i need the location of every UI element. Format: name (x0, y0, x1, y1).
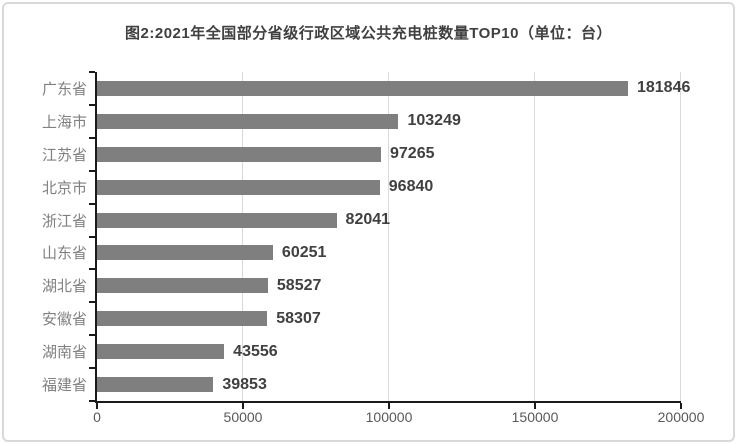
bar-row: 江苏省 97265 (42, 138, 681, 171)
category-label: 福建省 (41, 377, 87, 395)
bar (97, 80, 628, 96)
y-axis-tick (89, 400, 95, 402)
x-axis-tick-label: 100000 (365, 409, 413, 425)
x-axis-tick (96, 403, 98, 409)
category-label: 上海市 (41, 113, 87, 131)
category-label: 广东省 (41, 80, 87, 98)
value-label: 58527 (276, 276, 322, 294)
category-label: 湖北省 (41, 278, 87, 296)
x-axis-tick-label: 200000 (657, 409, 705, 425)
bar-row: 山东省 60251 (42, 237, 681, 270)
value-label: 103249 (407, 112, 461, 130)
bar (97, 377, 214, 393)
bar (97, 344, 225, 360)
bar-row: 北京市 96840 (42, 171, 681, 204)
x-axis-tick (242, 403, 244, 409)
bar (97, 179, 380, 195)
category-label: 浙江省 (41, 212, 87, 230)
y-axis-tick (89, 103, 95, 106)
y-axis-tick (89, 71, 95, 73)
category-label: 山东省 (41, 245, 87, 263)
y-axis-tick (89, 202, 95, 205)
y-axis-tick (89, 334, 95, 337)
x-axis-tick (534, 403, 536, 409)
bar (97, 311, 268, 327)
gridline-50000 (242, 72, 243, 401)
gridline-150000 (534, 72, 535, 401)
chart-title: 图2:2021年全国部分省级行政区域公共充电桩数量TOP10（单位：台） (125, 25, 612, 42)
value-label: 60251 (281, 243, 327, 261)
bar (97, 146, 381, 162)
bar-row: 福建省 39853 (42, 368, 681, 401)
bar (97, 212, 337, 228)
bar (97, 113, 399, 129)
value-label: 43556 (233, 342, 278, 360)
y-axis-tick (89, 268, 95, 271)
category-label: 湖南省 (41, 344, 87, 362)
bar (97, 245, 273, 261)
y-axis-tick (89, 136, 95, 139)
bar-row: 广东省 181846 (42, 72, 690, 105)
x-axis-tick (388, 403, 390, 409)
x-axis-tick-label: 50000 (223, 409, 263, 425)
bar-row: 上海市 103249 (42, 105, 681, 138)
x-axis-tick-label: 150000 (511, 409, 559, 425)
x-axis-tick (680, 403, 682, 409)
plot-area: 广东省 181846 上海市 103249 江苏省 97265 北京市 96840 浙江省 820… (42, 71, 704, 425)
y-axis-tick (89, 235, 95, 238)
bar-row: 湖南省 43556 (42, 335, 681, 368)
gridline-100000 (388, 72, 389, 401)
bar-row: 安徽省 58307 (42, 302, 681, 335)
category-label: 江苏省 (41, 146, 87, 164)
bar-row: 浙江省 82041 (42, 204, 681, 237)
value-label: 96840 (388, 178, 434, 196)
value-label: 82041 (345, 211, 391, 229)
x-axis-tick-label: 0 (93, 409, 101, 425)
value-label: 58307 (276, 309, 321, 327)
value-label: 181846 (636, 79, 691, 97)
y-axis-tick (89, 367, 95, 370)
y-axis-tick (89, 169, 95, 172)
y-axis-tick (89, 301, 95, 304)
bar-row: 湖北省 58527 (42, 269, 681, 302)
category-label: 北京市 (41, 179, 87, 197)
bar (97, 278, 268, 294)
value-label: 97265 (390, 145, 435, 163)
category-label: 安徽省 (41, 311, 87, 329)
gridline-200000 (680, 72, 681, 401)
value-label: 39853 (222, 375, 267, 393)
